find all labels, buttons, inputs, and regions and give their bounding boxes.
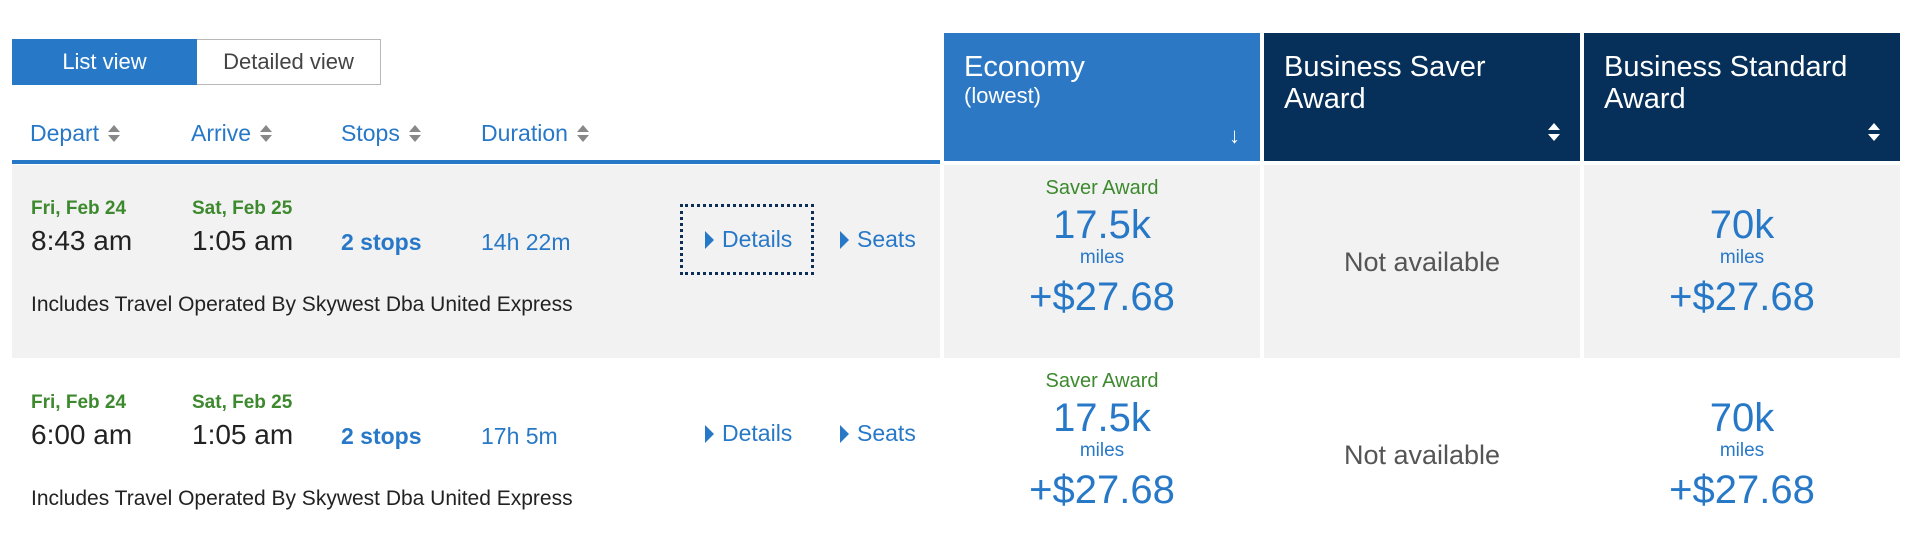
tax-amount: +$27.68 (1029, 468, 1175, 512)
miles-value: 17.5k (1053, 203, 1151, 247)
duration: 17h 5m (481, 423, 558, 449)
fare-cell-business-saver: Not available (1264, 358, 1580, 551)
details-label: Details (722, 226, 793, 252)
fare-header-business-standard[interactable]: Business Standard Award (1584, 33, 1900, 161)
miles-unit: miles (1079, 247, 1125, 268)
seats-link[interactable]: Seats (840, 420, 916, 447)
details-focus-outline (680, 204, 814, 275)
sort-depart[interactable]: Depart (30, 120, 121, 147)
fare-cell-business-saver: Not available (1264, 165, 1580, 358)
fare-header-economy[interactable]: Economy (lowest) ↓ (944, 33, 1260, 161)
tax-amount: +$27.68 (1669, 468, 1815, 512)
flight-row-2 (12, 358, 940, 545)
tax-amount: +$27.68 (1669, 275, 1815, 319)
fare-header-economy-sub: (lowest) (964, 83, 1042, 108)
sort-down-arrow-icon: ↓ (1229, 123, 1240, 148)
seats-label: Seats (857, 226, 916, 252)
sort-arrive[interactable]: Arrive (191, 120, 273, 147)
arrive-time: 1:05 am (192, 419, 294, 450)
caret-right-icon (705, 230, 714, 249)
sort-icon (408, 125, 421, 142)
miles-value: 70k (1709, 203, 1775, 247)
caret-right-icon (840, 424, 849, 443)
fare-cell-business-standard[interactable]: 70k miles +$27.68 (1584, 165, 1900, 358)
sort-depart-label: Depart (30, 120, 100, 146)
sort-duration-label: Duration (481, 120, 568, 146)
sort-header: Depart Arrive Stops Duration (12, 110, 940, 164)
tax-amount: +$27.68 (1029, 275, 1175, 319)
flight-row-1 (12, 165, 940, 358)
sort-icon (1548, 123, 1560, 141)
fare-header-economy-title: Economy (964, 51, 1085, 83)
sort-icon (576, 125, 589, 142)
seats-link[interactable]: Seats (840, 226, 916, 253)
depart-time: 8:43 am (31, 225, 133, 256)
not-available-text: Not available (1343, 247, 1501, 277)
detailed-view-button[interactable]: Detailed view (197, 39, 381, 85)
saver-award-label: Saver Award (1045, 177, 1159, 199)
miles-value: 17.5k (1053, 396, 1151, 440)
fare-header-business-saver[interactable]: Business Saver Award (1264, 33, 1580, 161)
fare-cell-economy[interactable]: Saver Award 17.5k miles +$27.68 (944, 358, 1260, 551)
sort-arrive-label: Arrive (191, 120, 252, 146)
details-link[interactable]: Details (705, 420, 792, 447)
depart-time: 6:00 am (31, 419, 133, 450)
list-view-button[interactable]: List view (12, 39, 197, 85)
miles-value: 70k (1709, 396, 1775, 440)
operated-by-note: Includes Travel Operated By Skywest Dba … (31, 293, 573, 316)
fare-cell-economy[interactable]: Saver Award 17.5k miles +$27.68 (944, 165, 1260, 358)
fare-cell-business-standard[interactable]: 70k miles +$27.68 (1584, 358, 1900, 551)
saver-award-label: Saver Award (1045, 370, 1159, 392)
sort-stops[interactable]: Stops (341, 120, 421, 147)
duration: 14h 22m (481, 229, 571, 255)
fare-header-business-saver-title-2: Award (1284, 83, 1366, 115)
sort-icon (1868, 123, 1880, 141)
seats-label: Seats (857, 420, 916, 446)
miles-unit: miles (1719, 247, 1765, 268)
fare-header-business-standard-title-1: Business Standard (1604, 51, 1848, 83)
caret-right-icon (840, 230, 849, 249)
arrive-date: Sat, Feb 25 (192, 392, 293, 413)
miles-unit: miles (1079, 440, 1125, 461)
view-toggle: List view Detailed view (12, 39, 381, 85)
fare-header-business-saver-title-1: Business Saver (1284, 51, 1486, 83)
sort-icon (108, 125, 121, 142)
arrive-time: 1:05 am (192, 225, 294, 256)
caret-right-icon (705, 424, 714, 443)
depart-date: Fri, Feb 24 (31, 198, 127, 219)
details-link[interactable]: Details (705, 226, 792, 253)
depart-date: Fri, Feb 24 (31, 392, 127, 413)
operated-by-note: Includes Travel Operated By Skywest Dba … (31, 487, 573, 510)
stops-link[interactable]: 2 stops (341, 229, 422, 255)
not-available-text: Not available (1343, 440, 1501, 470)
sort-duration[interactable]: Duration (481, 120, 589, 147)
arrive-date: Sat, Feb 25 (192, 198, 293, 219)
sort-icon (260, 125, 273, 142)
sort-stops-label: Stops (341, 120, 400, 146)
details-label: Details (722, 420, 793, 446)
fare-header-business-standard-title-2: Award (1604, 83, 1686, 115)
stops-link[interactable]: 2 stops (341, 423, 422, 449)
miles-unit: miles (1719, 440, 1765, 461)
